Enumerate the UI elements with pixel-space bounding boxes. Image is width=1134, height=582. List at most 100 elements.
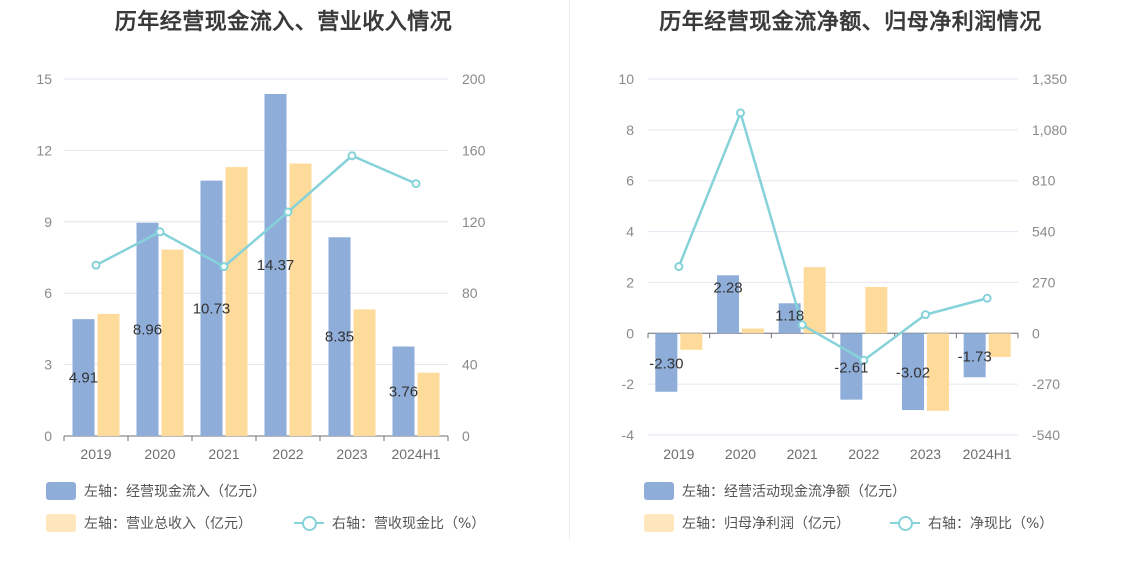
bar-data-label: -1.73 [958, 348, 992, 365]
bar-secondary [742, 328, 764, 334]
ratio-point [921, 310, 930, 320]
y-left-tick-label: 12 [36, 142, 52, 158]
bar-secondary [289, 163, 312, 437]
y-left-tick-label: 6 [626, 173, 634, 189]
y-left-tick-label: 15 [36, 71, 52, 87]
bar-data-label: -2.30 [649, 356, 683, 373]
bar-primary [963, 333, 986, 378]
bar-primary [655, 333, 678, 392]
bar-primary [717, 275, 739, 334]
legend-swatch [644, 482, 674, 500]
bar-primary [392, 346, 415, 436]
bar-primary [778, 303, 801, 334]
bar-primary [72, 319, 95, 436]
y-right-tick-label: 1,350 [1032, 71, 1067, 87]
bar-secondary [927, 333, 949, 411]
y-right-tick-label: 200 [462, 71, 486, 87]
ratio-point [674, 262, 684, 272]
x-tick-label: 2023 [336, 446, 367, 462]
y-left-tick-label: 4 [626, 224, 634, 240]
ratio-line [677, 109, 988, 362]
y-right-tick-label: 540 [1032, 224, 1056, 240]
y-right-tick-label: 0 [462, 428, 470, 444]
bar-secondary [353, 309, 376, 436]
bar-secondary [988, 333, 1011, 357]
bar-data-label: -3.02 [896, 365, 930, 382]
ratio-point [736, 108, 745, 118]
bar-secondary [865, 287, 888, 334]
bar-secondary [680, 333, 703, 350]
y-right-tick-label: -270 [1032, 376, 1060, 392]
y-right-tick-label: 810 [1032, 173, 1056, 189]
y-right-tick-label: -540 [1032, 427, 1060, 443]
y-right-tick-label: 120 [462, 214, 486, 230]
legend-item-net-profit[interactable]: 左轴：归母净利润（亿元） [644, 513, 850, 533]
legend-item-revenue[interactable]: 左轴：营业总收入（亿元） [46, 513, 252, 533]
bar-primary [136, 222, 159, 436]
y-right-tick-label: 160 [462, 142, 486, 158]
x-tick-label: 2020 [144, 446, 175, 462]
y-right-tick-label: 80 [462, 285, 478, 301]
ratio-point [797, 320, 807, 330]
y-left-tick-label: -2 [622, 376, 635, 392]
y-left-tick-label: -4 [622, 427, 635, 443]
legend-label: 右轴：营收现金比（%） [332, 516, 486, 532]
bar-secondary [417, 372, 440, 436]
x-tick-label: 2019 [80, 446, 111, 462]
y-left-tick-label: 0 [626, 325, 634, 341]
ratio-point [411, 179, 421, 189]
x-tick-label: 2022 [848, 446, 879, 462]
ratio-point [347, 151, 357, 161]
legend-label: 左轴：归母净利润（亿元） [682, 516, 850, 532]
y-left-tick-label: 10 [618, 71, 634, 87]
bar-data-label: 1.18 [775, 307, 804, 324]
legend-item-net-cash-flow[interactable]: 左轴：经营活动现金流净额（亿元） [644, 481, 906, 501]
legend-item-cash-inflow[interactable]: 左轴：经营现金流入（亿元） [46, 481, 266, 501]
y-right-tick-label: 1,080 [1032, 122, 1067, 138]
y-left-tick-label: 3 [44, 357, 52, 373]
bar-primary [264, 93, 287, 436]
y-left-tick-label: 9 [44, 214, 52, 230]
y-right-tick-label: 40 [462, 357, 478, 373]
bar-secondary [225, 167, 248, 436]
legend-item-revenue-cash-ratio[interactable]: 右轴：营收现金比（%） [294, 513, 485, 533]
legend-label: 左轴：经营活动现金流净额（亿元） [682, 484, 906, 500]
legend-swatch [46, 514, 76, 532]
y-right-tick-label: 0 [1032, 325, 1040, 341]
x-tick-label: 2024H1 [391, 446, 440, 462]
bar-primary [902, 333, 924, 411]
ratio-point [219, 262, 229, 272]
ratio-point [91, 260, 101, 270]
legend-swatch [46, 482, 76, 500]
chart-title: 历年经营现金流入、营业收入情况 [114, 10, 453, 35]
legend-label: 右轴：净现比（%） [928, 516, 1054, 532]
ratio-point [859, 355, 869, 365]
bar-primary [328, 237, 351, 436]
bar-data-label: 3.76 [389, 383, 418, 400]
legend-line-icon [890, 514, 920, 532]
bar-data-label: 8.35 [325, 329, 354, 346]
legend-item-net-cash-ratio[interactable]: 右轴：净现比（%） [890, 513, 1053, 533]
x-tick-label: 2019 [663, 446, 694, 462]
bar-data-label: 8.96 [133, 321, 162, 338]
legend-line-icon [294, 514, 324, 532]
chart-panel-right: 历年经营现金流净额、归母净利润情况 -4 -2 0 2 4 6 8 10 -540 -270 0 27… [567, 0, 1134, 582]
x-tick-label: 2023 [910, 446, 941, 462]
legend-swatch [644, 514, 674, 532]
bar-data-label: 14.37 [257, 257, 295, 274]
ratio-point [155, 227, 165, 237]
y-left-tick-label: 2 [626, 274, 634, 290]
bar-data-label: 2.28 [713, 279, 742, 296]
x-tick-label: 2024H1 [963, 446, 1012, 462]
x-tick-label: 2020 [725, 446, 756, 462]
ratio-line [95, 154, 417, 269]
x-tick-label: 2022 [272, 446, 303, 462]
ratio-point [283, 207, 293, 217]
y-left-tick-label: 6 [44, 285, 52, 301]
bar-data-label: 4.91 [69, 370, 98, 387]
legend-label: 左轴：营业总收入（亿元） [84, 516, 252, 532]
ratio-point [982, 293, 992, 303]
y-left-tick-label: 8 [626, 122, 634, 138]
y-right-tick-label: 270 [1032, 274, 1056, 290]
legend-label: 左轴：经营现金流入（亿元） [84, 484, 266, 500]
